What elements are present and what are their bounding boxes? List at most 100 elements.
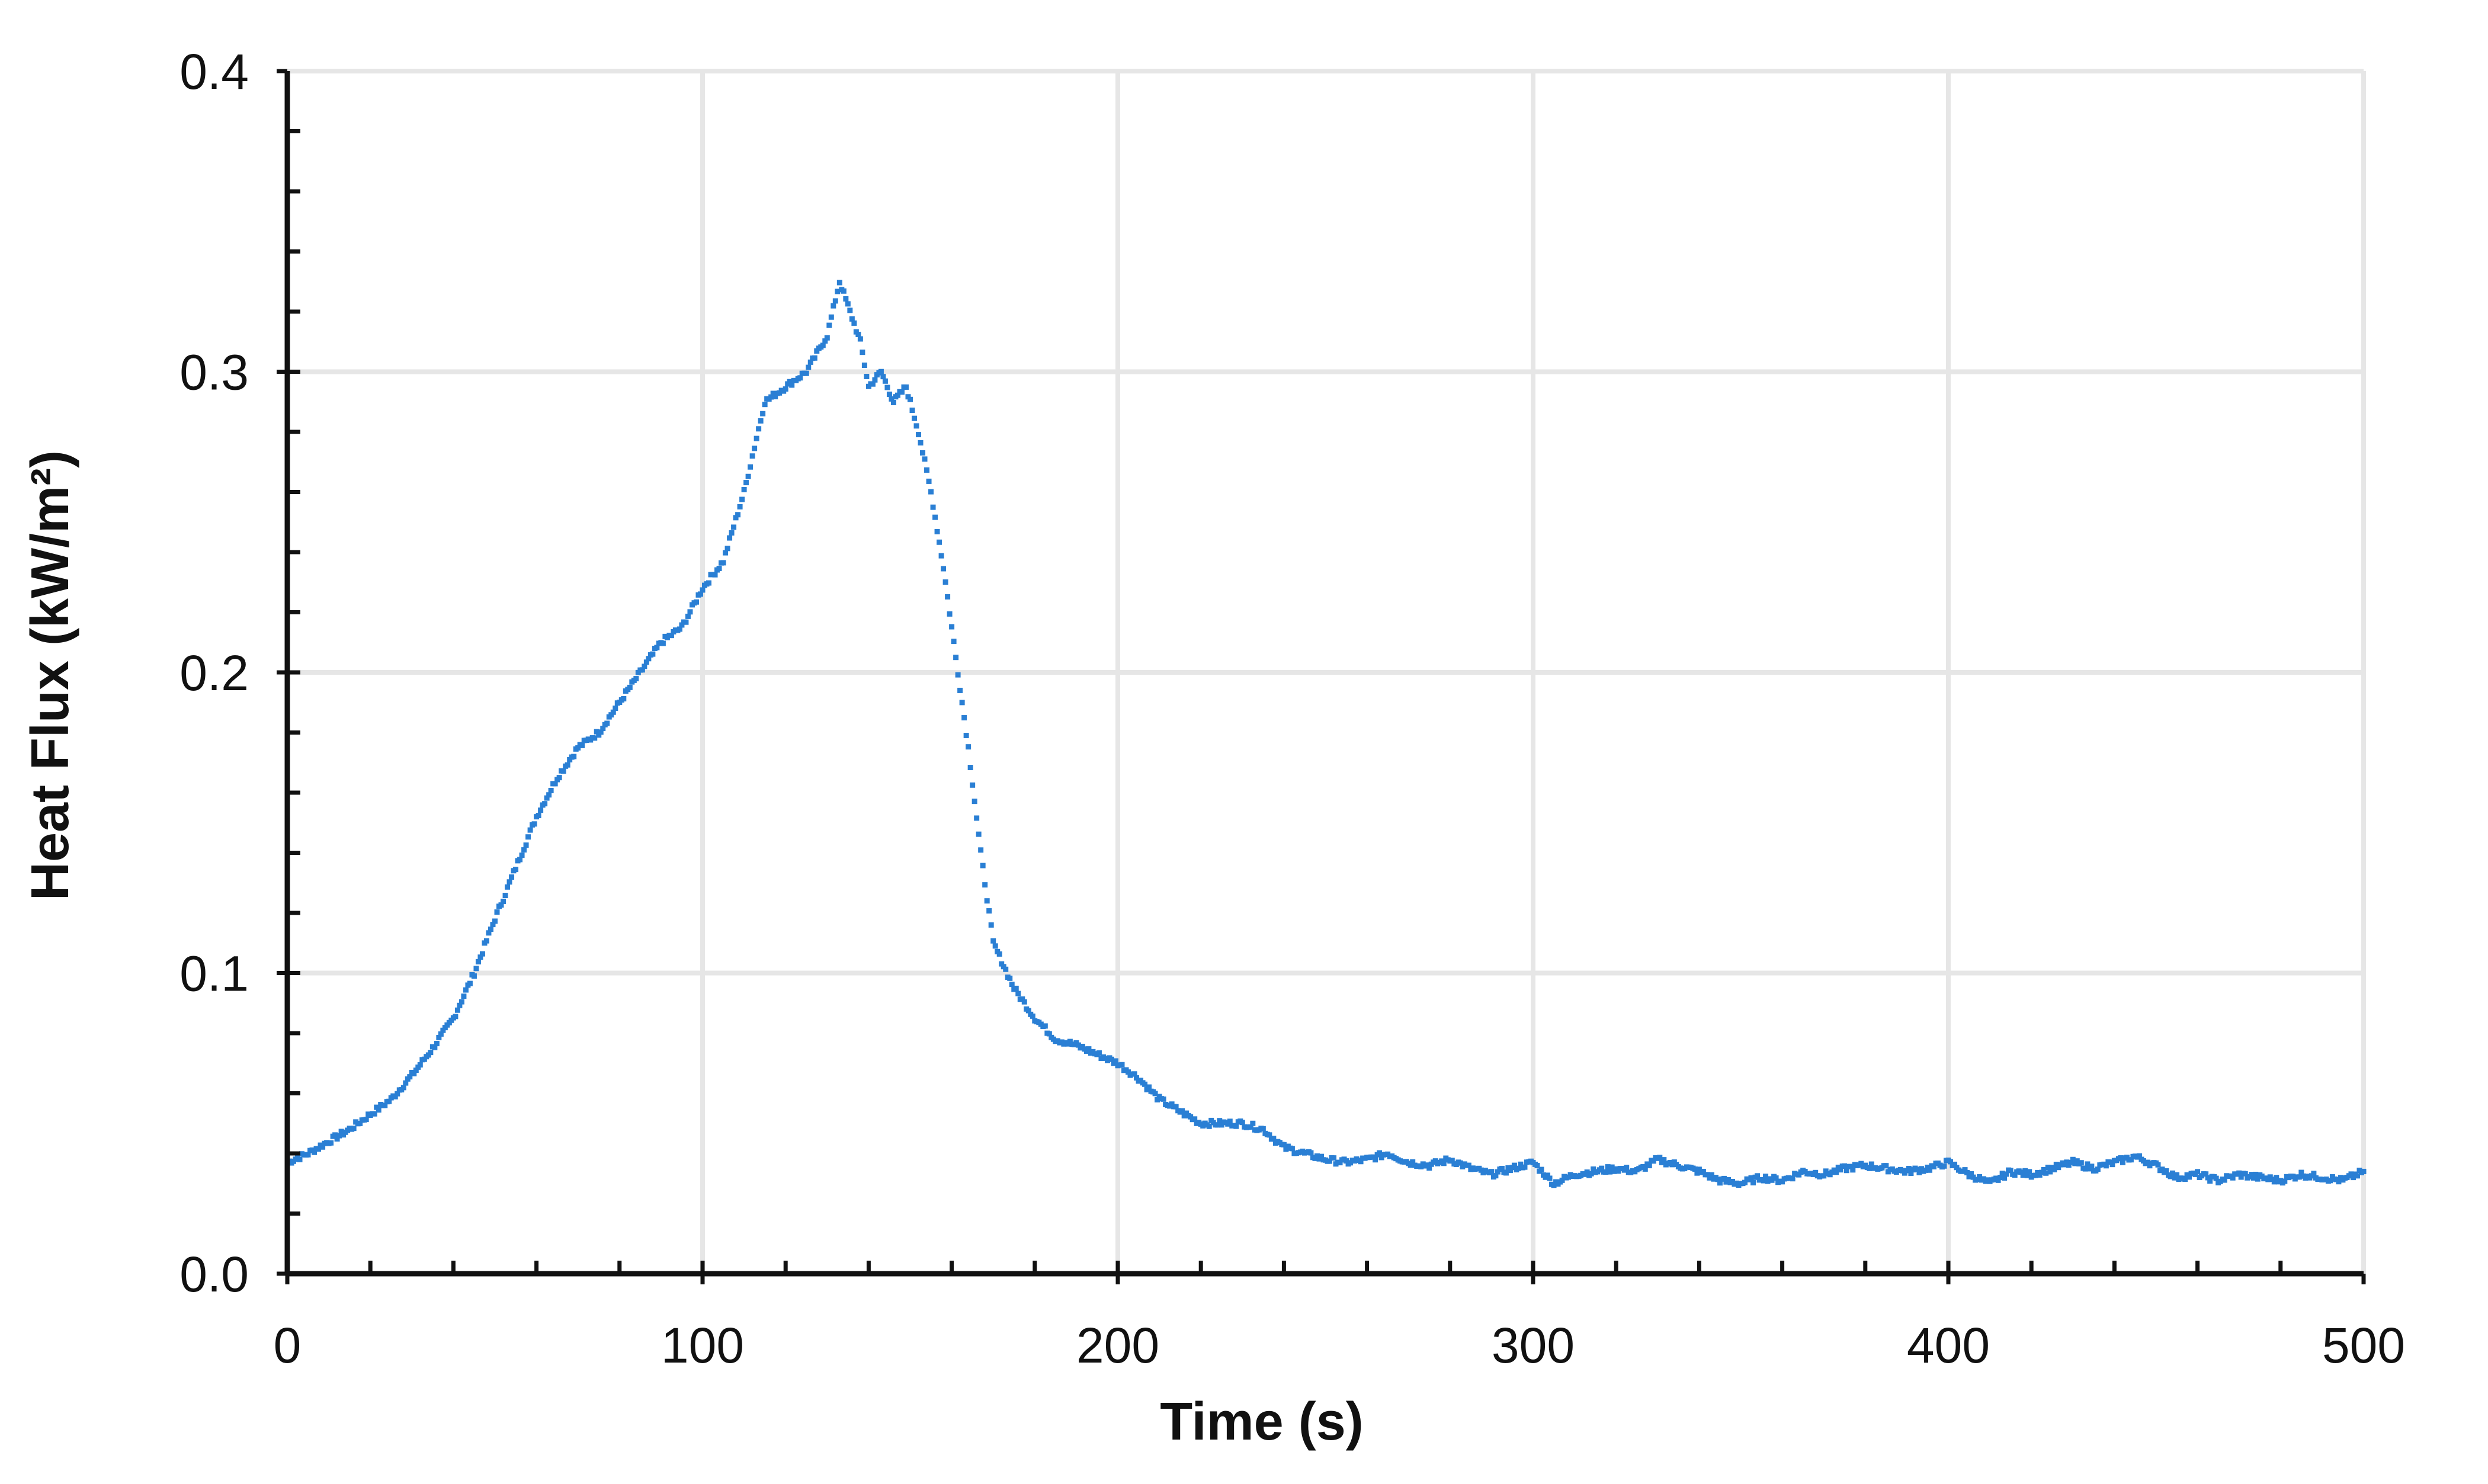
data-point xyxy=(2336,1179,2342,1185)
data-point xyxy=(2203,1171,2209,1177)
data-point xyxy=(2012,1172,2018,1178)
data-point xyxy=(797,375,803,381)
data-point xyxy=(967,765,973,771)
data-point xyxy=(1966,1174,1972,1179)
data-point xyxy=(2348,1171,2354,1177)
data-point xyxy=(1868,1161,1874,1167)
data-point xyxy=(937,539,942,545)
data-point xyxy=(457,1002,463,1008)
data-point xyxy=(1761,1178,1766,1184)
data-point xyxy=(519,852,525,858)
data-point xyxy=(687,609,693,615)
data-point xyxy=(1750,1179,1756,1185)
data-point xyxy=(1086,1046,1092,1052)
data-point xyxy=(1998,1175,2003,1181)
data-point xyxy=(1547,1175,1553,1181)
data-point xyxy=(1119,1062,1125,1068)
data-point xyxy=(471,973,477,979)
data-point xyxy=(1821,1173,1827,1179)
data-point xyxy=(1661,1157,1667,1163)
data-point xyxy=(2047,1169,2053,1175)
data-point xyxy=(768,394,774,400)
data-point xyxy=(2213,1175,2219,1181)
data-point xyxy=(974,815,980,821)
data-point xyxy=(1977,1174,1983,1179)
data-point xyxy=(959,700,965,706)
data-point xyxy=(1962,1167,1968,1173)
data-point xyxy=(1160,1096,1166,1102)
data-point xyxy=(473,966,479,972)
data-point xyxy=(1941,1163,1947,1169)
data-point xyxy=(918,440,924,445)
data-point xyxy=(752,445,758,451)
data-point xyxy=(1046,1031,1052,1037)
data-point xyxy=(729,530,735,536)
data-point xyxy=(909,408,915,414)
data-point xyxy=(758,418,764,424)
x-tick-label: 0 xyxy=(274,1318,302,1373)
data-point xyxy=(1694,1170,1700,1176)
data-point xyxy=(957,687,963,693)
data-point xyxy=(980,863,986,868)
data-point xyxy=(351,1126,357,1132)
data-point xyxy=(1603,1169,1609,1175)
data-point xyxy=(2085,1161,2091,1167)
y-tick-label: 0.1 xyxy=(179,946,249,1002)
data-point xyxy=(1007,975,1013,981)
data-point xyxy=(1838,1167,1843,1173)
data-point xyxy=(712,572,718,578)
data-point xyxy=(978,847,984,853)
data-point xyxy=(1755,1173,1761,1179)
data-point xyxy=(1250,1120,1256,1126)
data-point xyxy=(395,1091,400,1097)
data-point xyxy=(878,368,884,374)
data-point xyxy=(1952,1161,1958,1167)
data-point xyxy=(1867,1165,1873,1171)
data-point xyxy=(513,867,519,873)
data-point xyxy=(1206,1123,1212,1129)
data-point xyxy=(847,307,853,313)
data-point xyxy=(454,1007,460,1013)
data-point xyxy=(440,1027,446,1033)
data-point xyxy=(1650,1158,1656,1164)
data-point xyxy=(1659,1159,1665,1165)
data-point xyxy=(849,316,855,322)
data-point xyxy=(1134,1075,1140,1081)
data-point xyxy=(1515,1165,1521,1171)
data-point xyxy=(1248,1124,1253,1130)
data-point xyxy=(1848,1164,1854,1169)
data-point xyxy=(831,303,836,309)
data-point xyxy=(312,1149,318,1155)
data-point xyxy=(824,335,830,341)
data-point xyxy=(336,1133,342,1139)
data-point xyxy=(2041,1166,2047,1172)
data-point xyxy=(1179,1108,1185,1114)
data-point xyxy=(1843,1168,1849,1174)
data-point xyxy=(735,512,741,518)
data-point xyxy=(2045,1164,2051,1170)
data-point xyxy=(525,834,531,840)
data-point xyxy=(490,922,496,928)
data-point xyxy=(1609,1164,1615,1170)
data-point xyxy=(1283,1146,1289,1152)
data-point xyxy=(1931,1164,1936,1169)
data-point xyxy=(1358,1159,1364,1165)
data-point xyxy=(845,301,851,307)
data-point xyxy=(598,729,604,735)
data-point xyxy=(986,908,992,914)
data-point xyxy=(826,322,832,328)
data-point xyxy=(679,622,685,628)
data-point xyxy=(756,426,762,432)
data-point xyxy=(338,1129,344,1134)
data-point xyxy=(2136,1153,2142,1159)
data-point xyxy=(357,1120,363,1126)
data-point xyxy=(951,639,957,645)
data-point xyxy=(2361,1168,2367,1174)
data-point xyxy=(546,792,552,798)
data-point xyxy=(861,363,867,368)
data-point xyxy=(1015,991,1021,996)
data-point xyxy=(880,374,886,380)
data-point xyxy=(739,496,745,502)
data-point xyxy=(963,733,969,739)
data-point xyxy=(864,374,870,380)
